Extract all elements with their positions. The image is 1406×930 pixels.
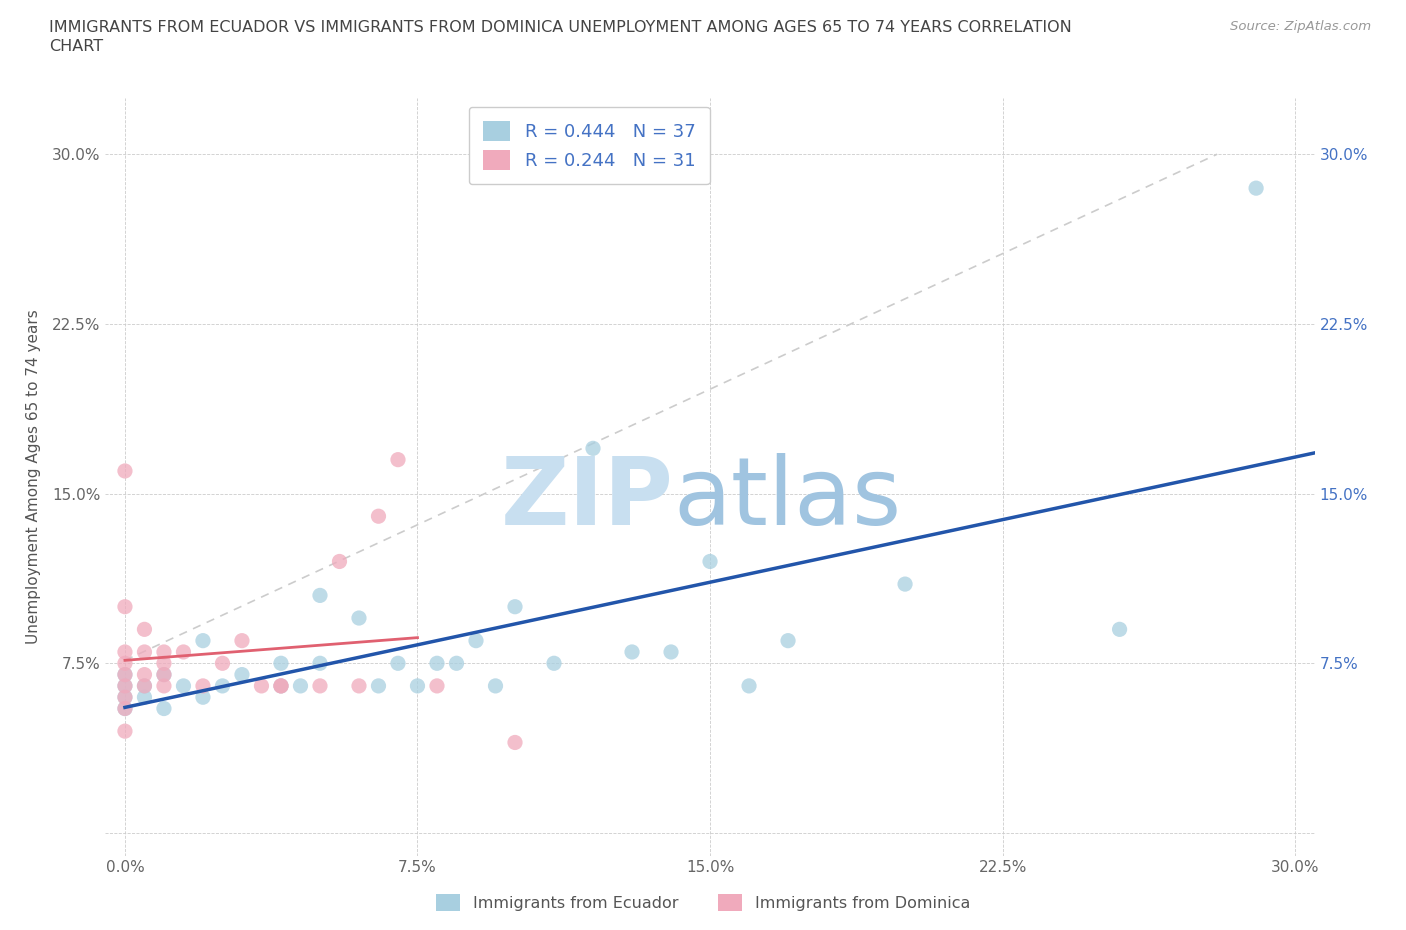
Point [387,656,409,671]
Point [776,633,799,648]
Point [114,701,136,716]
Text: CHART: CHART [49,39,103,54]
Point [153,667,176,682]
Point [134,667,156,682]
Point [699,554,721,569]
Point [114,690,136,705]
Point [114,599,136,614]
Point [270,656,292,671]
Point [114,667,136,682]
Point [153,667,176,682]
Point [134,679,156,694]
Legend: Immigrants from Ecuador, Immigrants from Dominica: Immigrants from Ecuador, Immigrants from… [429,887,977,917]
Point [134,644,156,659]
Point [134,690,156,705]
Point [153,656,176,671]
Point [153,644,176,659]
Point [426,656,449,671]
Point [114,690,136,705]
Point [231,633,253,648]
Text: IMMIGRANTS FROM ECUADOR VS IMMIGRANTS FROM DOMINICA UNEMPLOYMENT AMONG AGES 65 T: IMMIGRANTS FROM ECUADOR VS IMMIGRANTS FR… [49,20,1071,35]
Point [134,679,156,694]
Point [172,679,194,694]
Point [114,463,136,478]
Point [211,656,233,671]
Point [211,679,233,694]
Point [231,667,253,682]
Point [309,588,332,603]
Point [738,679,761,694]
Point [367,509,389,524]
Point [328,554,350,569]
Point [270,679,292,694]
Point [250,679,273,694]
Point [114,644,136,659]
Point [153,701,176,716]
Point [270,679,292,694]
Point [659,644,682,659]
Point [621,644,644,659]
Point [367,679,389,694]
Point [387,452,409,467]
Point [134,622,156,637]
Point [290,679,312,694]
Point [114,679,136,694]
Point [114,679,136,694]
Point [347,679,370,694]
Point [503,735,526,750]
Point [465,633,488,648]
Legend: R = 0.444   N = 37, R = 0.244   N = 31: R = 0.444 N = 37, R = 0.244 N = 31 [468,107,710,184]
Point [446,656,468,671]
Point [191,690,214,705]
Point [114,667,136,682]
Text: atlas: atlas [673,453,903,545]
Text: ZIP: ZIP [501,453,673,545]
Point [582,441,605,456]
Point [309,679,332,694]
Point [153,679,176,694]
Point [543,656,565,671]
Point [114,701,136,716]
Point [1108,622,1130,637]
Point [172,644,194,659]
Point [191,633,214,648]
Point [894,577,917,591]
Point [114,724,136,738]
Y-axis label: Unemployment Among Ages 65 to 74 years: Unemployment Among Ages 65 to 74 years [25,310,41,644]
Point [406,679,429,694]
Point [309,656,332,671]
Point [114,656,136,671]
Point [191,679,214,694]
Point [270,679,292,694]
Point [484,679,506,694]
Point [503,599,526,614]
Point [1244,180,1267,195]
Text: Source: ZipAtlas.com: Source: ZipAtlas.com [1230,20,1371,33]
Point [347,611,370,626]
Point [426,679,449,694]
